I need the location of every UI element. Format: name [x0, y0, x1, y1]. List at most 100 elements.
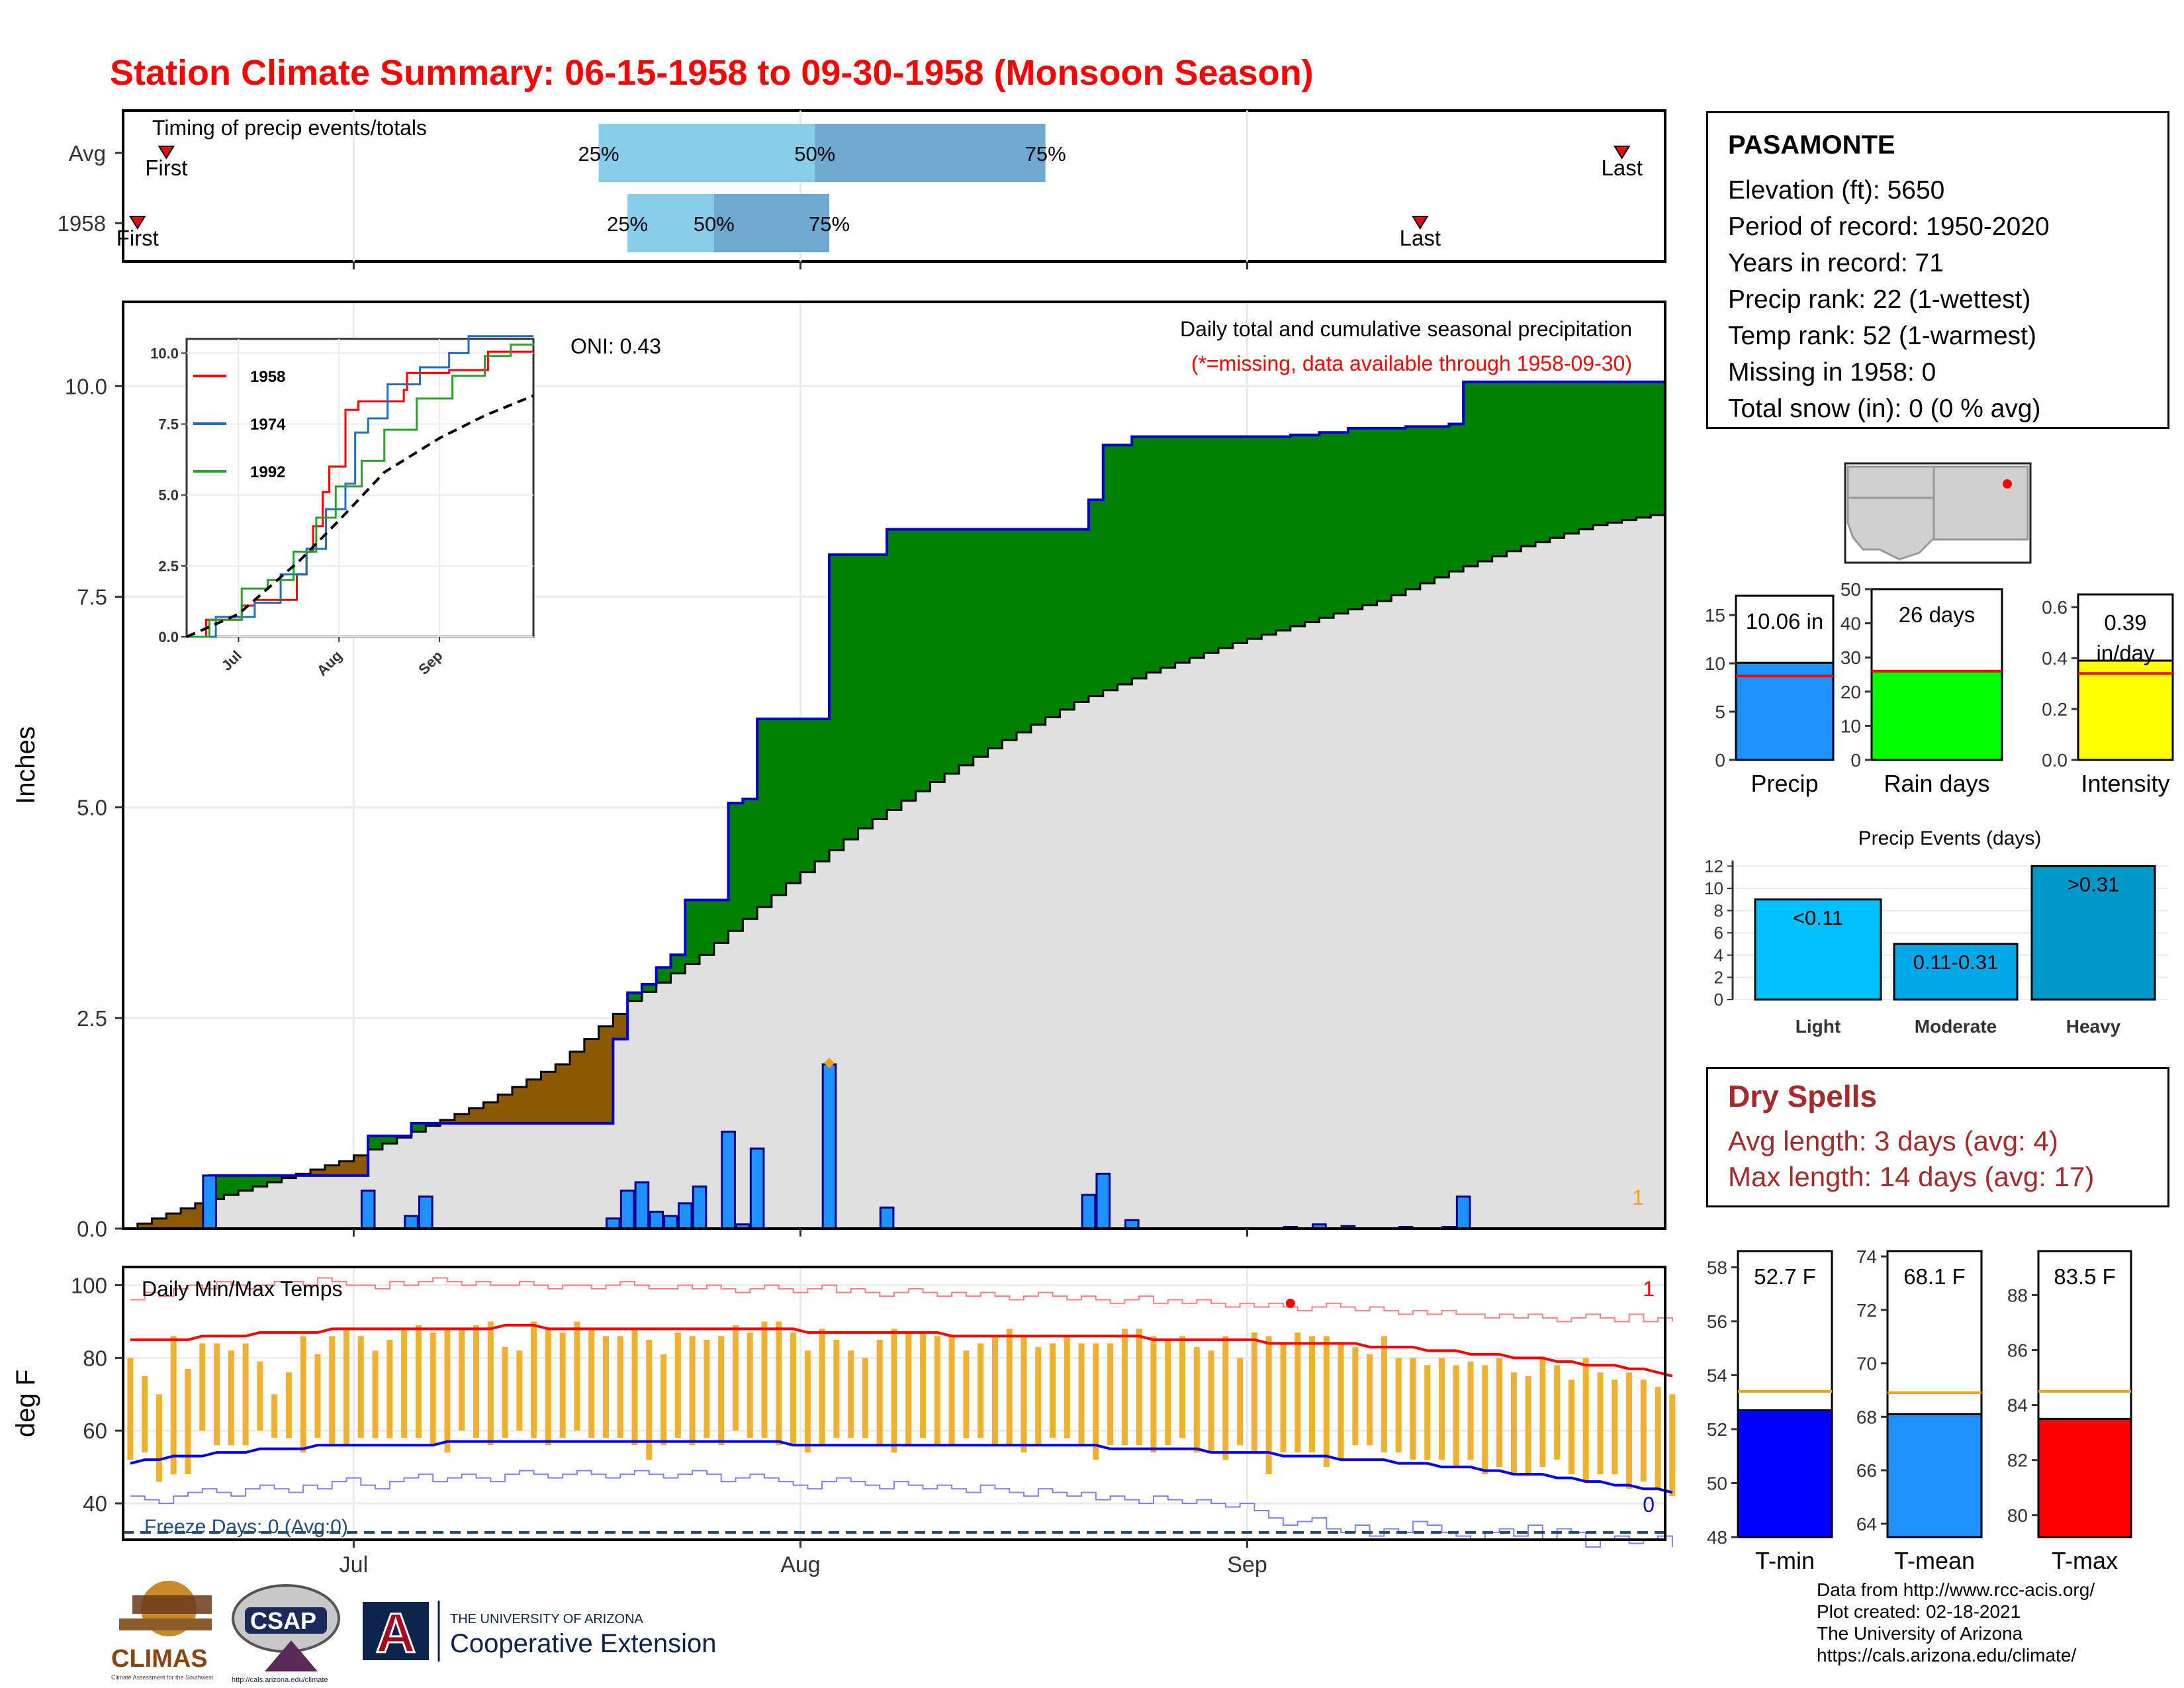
daily-precip-bar — [1455, 1196, 1471, 1230]
daily-precip-bar — [649, 1211, 664, 1230]
daily-temp-bar — [1510, 1372, 1517, 1475]
above-average-fill — [1290, 435, 1306, 626]
temp-bar-1-y-tick-label: 70 — [1856, 1354, 1877, 1374]
station-name: PASAMONTE — [1728, 130, 1895, 160]
daily-temp-bar — [1222, 1336, 1229, 1460]
temp-frame — [122, 1266, 1666, 1541]
daily-temp-bar — [1381, 1336, 1387, 1453]
timing-q75-label: 75% — [1025, 142, 1066, 165]
summary-2-y-tick-label: 0.4 — [2042, 648, 2068, 669]
logos: CLIMAS Climate Assessment for the Southw… — [111, 1581, 716, 1684]
temp-bar-1-value-bar — [1886, 1413, 1983, 1538]
events-y-tick-label: 6 — [1714, 923, 1723, 943]
daily-temp-bar — [1035, 1346, 1042, 1446]
timing-bar-50-75 — [713, 194, 830, 252]
summary-2-value-bar — [2077, 659, 2174, 761]
daily-temp-bar — [1424, 1365, 1431, 1460]
above-average-fill — [1088, 500, 1104, 696]
below-average-fill — [166, 1213, 181, 1229]
daily-temp-bar — [804, 1350, 811, 1453]
daily-temp-bar — [876, 1339, 883, 1446]
temp-chart-title: Daily Min/Max Temps — [142, 1277, 342, 1301]
csap-logo: CSAP http://cals.arizona.edu/climate — [232, 1584, 340, 1684]
timing-last-label: Last — [1400, 226, 1441, 250]
daily-temp-bar — [660, 1354, 667, 1446]
below-average-fill — [498, 1094, 513, 1123]
daily-temp-bar — [1352, 1346, 1359, 1446]
daily-temp-bar — [761, 1321, 768, 1438]
summary-2-y-tick-label: 0.6 — [2042, 597, 2068, 618]
daily-temp-bar — [1165, 1339, 1171, 1446]
daily-precip-bar — [202, 1174, 217, 1230]
temp-bar-2-category-label: T-max — [2052, 1547, 2118, 1574]
temp-x-tick-label: Aug — [780, 1552, 821, 1577]
daily-temp-bar — [1626, 1372, 1633, 1489]
daily-temp-bar — [545, 1329, 551, 1446]
daily-temp-bar — [1050, 1343, 1056, 1438]
above-average-fill — [1204, 436, 1219, 653]
daily-temp-bar — [271, 1394, 278, 1438]
inset-series-line — [187, 343, 535, 638]
daily-temp-bar — [1453, 1365, 1459, 1468]
daily-temp-bar — [934, 1336, 940, 1446]
temp-top-right-value: 1 — [1643, 1277, 1655, 1301]
daily-temp-bar — [732, 1325, 739, 1431]
above-average-fill — [670, 955, 686, 974]
daily-temp-bar — [1482, 1365, 1488, 1475]
inset-y-tick-label: 10.0 — [150, 345, 179, 361]
temp-bar-2-value-bar — [2037, 1417, 2132, 1538]
daily-temp-bar — [1121, 1329, 1128, 1446]
timing-first-label: First — [145, 156, 187, 180]
above-average-fill — [1218, 436, 1234, 648]
below-average-fill — [555, 1064, 570, 1123]
summary-2-y-tick-label: 0.2 — [2042, 699, 2068, 720]
above-average-fill — [1232, 436, 1248, 643]
average-cumulative-area — [123, 512, 1665, 1229]
university-logo: A THE UNIVERSITY OF ARIZONA Cooperative … — [363, 1601, 716, 1665]
climas-logo-text: CLIMAS — [111, 1645, 208, 1673]
daily-temp-bar — [978, 1343, 984, 1438]
climas-logo-band — [132, 1595, 212, 1614]
daily-temp-bar — [502, 1346, 508, 1438]
event-bar — [1754, 898, 1882, 1001]
above-average-fill — [1347, 428, 1363, 610]
below-average-fill — [440, 1119, 455, 1123]
above-average-fill — [743, 798, 758, 919]
above-average-fill — [382, 1136, 398, 1144]
average-max-line — [130, 1323, 1673, 1378]
summary-1-value-label: 26 days — [1899, 602, 1976, 627]
station-precip-rank: Precip rank: 22 (1-wettest) — [1728, 285, 2031, 314]
summary-2-category-label: Intensity — [2081, 770, 2169, 797]
temp-bar-1-y-tick-label: 72 — [1856, 1300, 1877, 1321]
above-average-fill — [958, 529, 974, 765]
dry-spells-max: Max length: 14 days (avg: 17) — [1728, 1161, 2095, 1192]
precip-y-tick-label: 0.0 — [77, 1217, 107, 1241]
precip-frame — [122, 301, 1666, 1230]
timing-row-label: 1958 — [58, 211, 106, 236]
daily-temp-bar — [991, 1336, 998, 1446]
above-average-fill — [771, 719, 787, 896]
timing-row-label: Avg — [69, 141, 106, 165]
above-average-fill — [1247, 436, 1262, 639]
temp-y-tick-label: 60 — [83, 1419, 107, 1443]
timing-q50-label: 50% — [794, 142, 835, 165]
temp-bar-0-category-label: T-min — [1755, 1547, 1815, 1574]
temp-bar-2-y-tick-label: 80 — [2007, 1505, 2028, 1526]
credits: Data from http://www.rcc-acis.org/ Plot … — [1817, 1579, 2095, 1666]
timing-q25-label: 25% — [578, 142, 619, 165]
temp-bar-2-y-tick-label: 82 — [2007, 1450, 2028, 1471]
daily-temp-bar — [833, 1339, 840, 1438]
temp-bar-0-value-bar — [1737, 1409, 1833, 1538]
temp-bar-2-y-tick-label: 84 — [2007, 1395, 2028, 1416]
precip-chart-subtitle: (*=missing, data available through 1958-… — [1191, 352, 1632, 375]
daily-temp-bar — [1655, 1387, 1661, 1489]
daily-temp-bar — [1554, 1365, 1561, 1460]
summary-0-y-tick-label: 15 — [1705, 605, 1725, 626]
summary-2-value-unit: in/day — [2096, 641, 2155, 665]
precip-y-tick-label: 10.0 — [65, 374, 107, 399]
above-average-fill — [700, 900, 715, 955]
inset-frame — [185, 338, 535, 638]
daily-temp-bar — [285, 1372, 292, 1438]
daily-temp-bar — [401, 1329, 408, 1438]
